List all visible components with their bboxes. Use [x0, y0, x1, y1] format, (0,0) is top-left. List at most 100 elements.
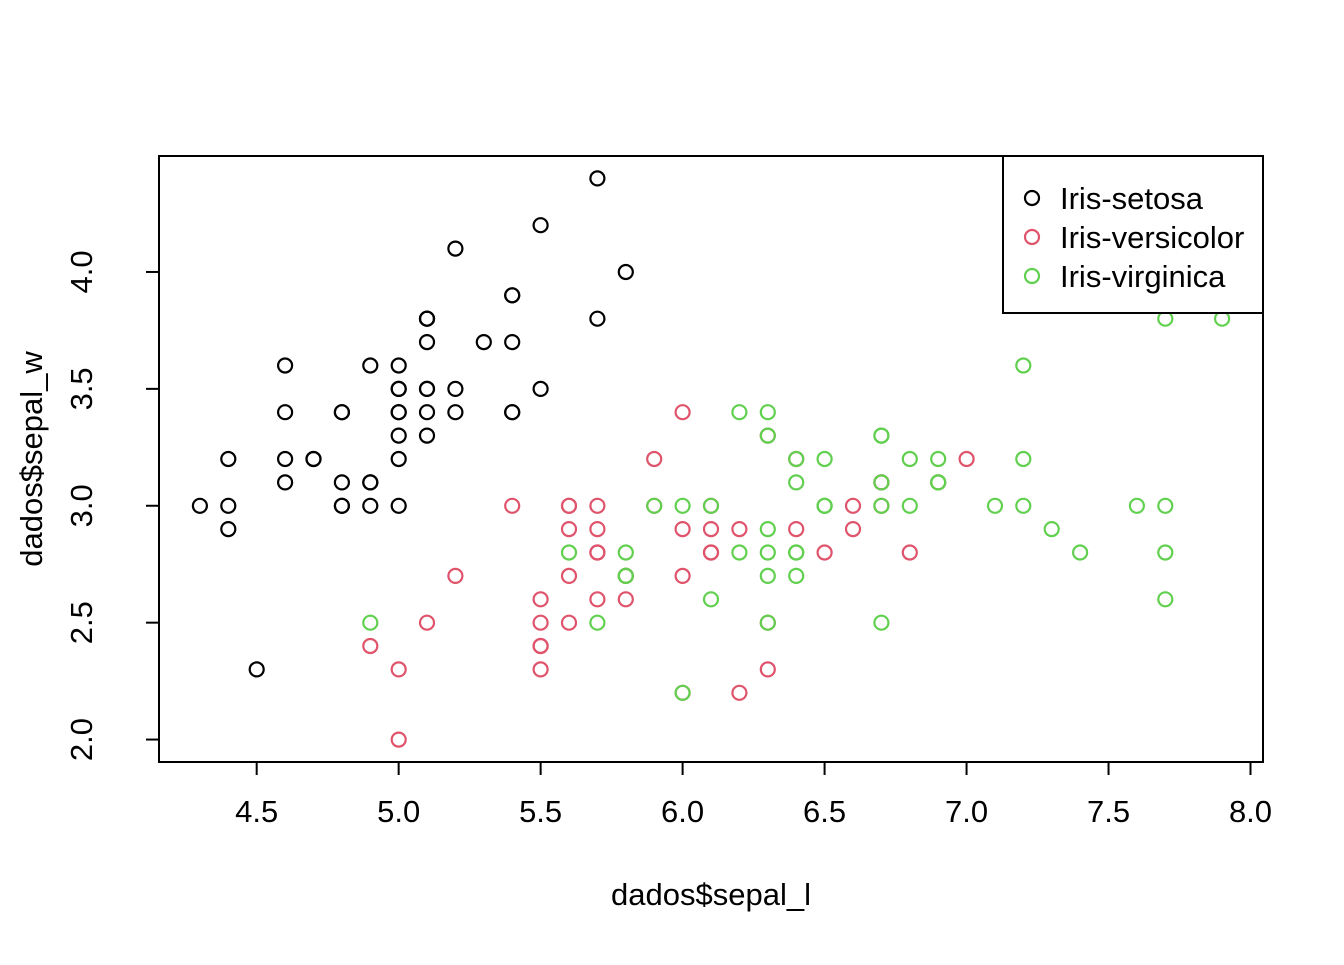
data-point — [731, 544, 748, 561]
legend-marker-virginica — [1023, 267, 1041, 285]
data-point — [475, 334, 492, 351]
legend-marker-setosa — [1023, 189, 1041, 207]
data-point — [788, 520, 805, 538]
data-point — [1015, 450, 1032, 468]
data-point — [901, 450, 918, 468]
data-point — [788, 450, 805, 468]
data-point — [504, 334, 521, 351]
data-point — [333, 497, 350, 514]
y-tick-label: 3.0 — [64, 484, 99, 527]
legend-label-virginica: Iris-virginica — [1060, 259, 1226, 294]
data-point — [731, 404, 748, 421]
data-point — [277, 450, 294, 468]
data-point — [418, 404, 436, 421]
data-point — [816, 450, 833, 468]
data-point — [617, 567, 634, 585]
data-point — [447, 567, 464, 585]
data-point — [589, 591, 606, 608]
data-point — [873, 474, 890, 491]
data-point — [788, 474, 805, 491]
data-point — [362, 497, 379, 514]
data-point — [759, 520, 776, 538]
data-point — [617, 544, 634, 561]
data-point — [390, 427, 407, 444]
y-tick-label: 4.0 — [64, 250, 99, 293]
data-point — [646, 450, 663, 468]
data-point — [986, 497, 1004, 514]
data-point — [646, 497, 663, 514]
data-point — [560, 567, 578, 585]
data-point — [447, 240, 464, 257]
x-tick-label: 5.0 — [377, 794, 420, 829]
x-axis-title: dados$sepal_l — [611, 877, 811, 912]
data-point — [1043, 520, 1060, 538]
data-point — [589, 170, 606, 187]
data-point — [674, 404, 691, 421]
data-point — [674, 684, 691, 701]
data-point — [390, 450, 407, 468]
data-point — [788, 567, 805, 585]
data-point — [759, 427, 776, 444]
x-tick-label: 7.5 — [1087, 794, 1130, 829]
data-point — [504, 497, 521, 514]
data-point — [930, 474, 947, 491]
data-point — [418, 427, 436, 444]
data-point — [333, 404, 350, 421]
y-tick-label: 2.0 — [64, 718, 99, 761]
data-point — [759, 404, 776, 421]
data-point — [873, 427, 890, 444]
data-point — [532, 217, 549, 234]
data-point — [702, 544, 720, 561]
data-point — [305, 450, 322, 468]
data-point — [560, 497, 578, 514]
x-tick-label: 8.0 — [1229, 794, 1272, 829]
data-point — [589, 497, 606, 514]
data-point — [589, 544, 606, 561]
data-point — [560, 614, 578, 631]
data-point — [390, 357, 407, 374]
data-point — [589, 614, 606, 631]
data-point — [1157, 544, 1174, 561]
data-point — [362, 637, 379, 655]
data-point — [589, 310, 606, 327]
data-point — [560, 544, 578, 561]
data-point — [1128, 497, 1146, 514]
data-point — [674, 567, 691, 585]
data-point — [1071, 544, 1089, 561]
data-points-layer — [191, 170, 1231, 748]
data-point — [191, 497, 208, 514]
y-axis-ticks: 2.0 2.5 3.0 3.5 4.0 — [64, 250, 159, 761]
data-point — [277, 357, 294, 374]
data-point — [532, 380, 549, 397]
data-point — [1157, 591, 1174, 608]
data-point — [220, 497, 237, 514]
data-point — [418, 380, 436, 397]
x-axis-ticks: 4.5 5.0 5.5 6.0 6.5 7.0 7.5 8.0 — [235, 762, 1272, 829]
data-point — [617, 263, 634, 281]
data-point — [362, 474, 379, 491]
data-point — [220, 450, 237, 468]
data-point — [532, 591, 549, 608]
y-tick-label: 2.5 — [64, 601, 99, 644]
data-point — [873, 497, 890, 514]
legend-marker-versicolor — [1023, 228, 1041, 246]
data-point — [418, 614, 436, 631]
data-point — [390, 404, 407, 421]
data-point — [702, 497, 720, 514]
y-tick-label: 3.5 — [64, 367, 99, 410]
data-point — [702, 591, 720, 608]
data-point — [390, 661, 407, 678]
data-point — [447, 380, 464, 397]
data-point — [532, 637, 549, 655]
data-point — [418, 334, 436, 351]
data-point — [390, 380, 407, 397]
data-point — [731, 684, 748, 701]
data-point — [504, 404, 521, 421]
data-point — [362, 357, 379, 374]
data-point — [617, 591, 634, 608]
data-point — [816, 497, 833, 514]
data-point — [447, 404, 464, 421]
data-point — [1015, 357, 1032, 374]
data-point — [589, 520, 606, 538]
